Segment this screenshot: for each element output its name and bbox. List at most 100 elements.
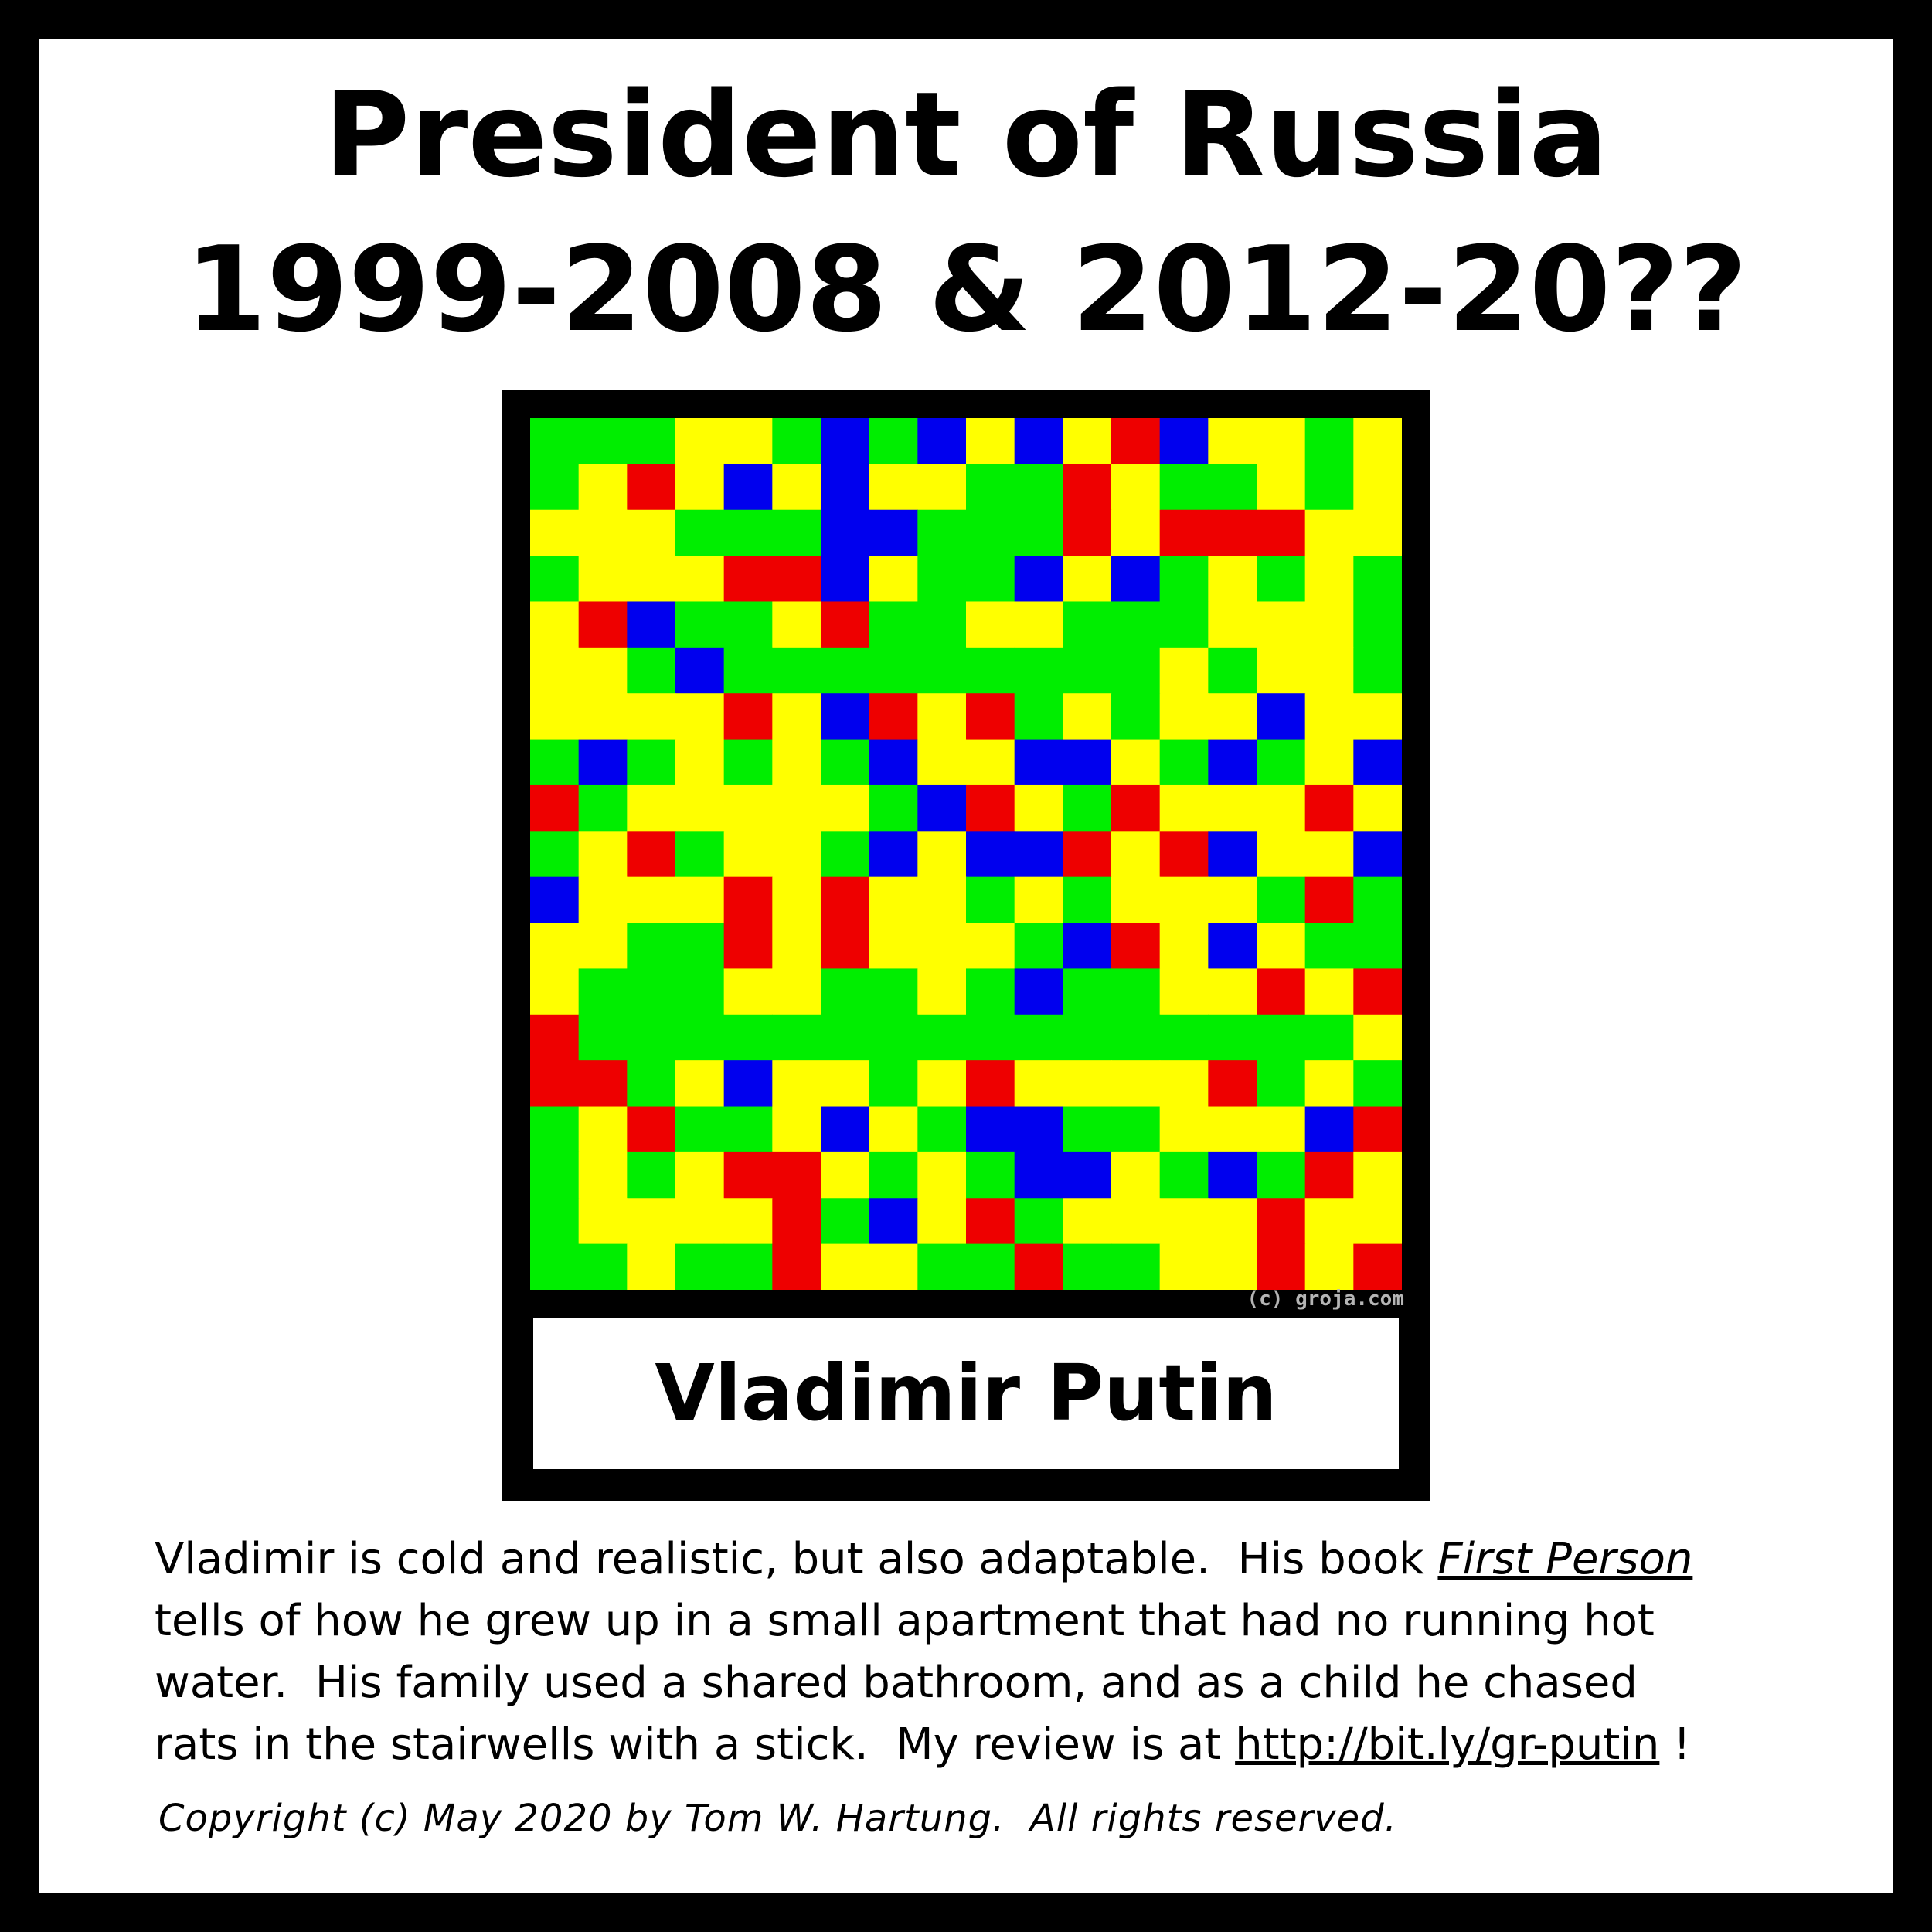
mosaic-cell (1111, 968, 1161, 1015)
description-line-3: water. His family used a shared bathroom… (155, 1658, 1638, 1708)
mosaic-cell (1257, 647, 1306, 694)
mosaic-cell (772, 831, 821, 878)
description-line-2: tells of how he grew up in a small apart… (155, 1596, 1655, 1646)
description-text: rats in the stairwells with a stick. My … (155, 1719, 1236, 1770)
mosaic-cell (821, 464, 870, 511)
mosaic-cell (530, 509, 580, 556)
mosaic-cell (966, 1060, 1015, 1107)
mosaic-cell (675, 1060, 725, 1107)
mosaic-cell (1304, 1106, 1354, 1153)
mosaic-cell (530, 1243, 580, 1290)
mosaic-cell (723, 693, 773, 740)
mosaic-cell (917, 464, 967, 511)
mosaic-cell (578, 464, 628, 511)
mosaic-cell (530, 1198, 580, 1245)
mosaic-cell (869, 1060, 918, 1107)
mosaic-cell (530, 601, 580, 648)
mosaic-cell (1111, 923, 1161, 970)
mosaic-cell (530, 923, 580, 970)
mosaic-cell (1063, 784, 1112, 832)
mosaic-cell (1353, 1060, 1402, 1107)
mosaic-cell (1304, 418, 1354, 464)
mosaic-cell (869, 1151, 918, 1199)
mosaic-cell (1257, 418, 1306, 464)
mosaic-cell (772, 647, 821, 694)
mosaic-cell (1353, 1106, 1402, 1153)
mosaic-cell (1208, 601, 1257, 648)
mosaic-cell (1257, 831, 1306, 878)
mosaic-cell (723, 1014, 773, 1061)
mosaic-cell (821, 831, 870, 878)
mosaic-cell (1257, 601, 1306, 648)
mosaic-cell (1063, 1243, 1112, 1290)
mosaic-cell (772, 1198, 821, 1245)
mosaic-cell (1208, 418, 1257, 464)
mosaic-cell (530, 1014, 580, 1061)
mosaic-cell (530, 784, 580, 832)
mosaic-cell (1304, 464, 1354, 511)
mosaic-cell (1304, 968, 1354, 1015)
mosaic-cell (821, 923, 870, 970)
mosaic-cell (675, 1151, 725, 1199)
mosaic-cell (627, 1014, 676, 1061)
mosaic-cell (675, 923, 725, 970)
mosaic-cell (530, 1060, 580, 1107)
mosaic-cell (578, 876, 628, 923)
mosaic-cell (772, 923, 821, 970)
mosaic-cell (627, 601, 676, 648)
mosaic-cell (1111, 831, 1161, 878)
mosaic-cell (966, 1151, 1015, 1199)
mosaic-cell (772, 464, 821, 511)
mosaic-cell (1111, 509, 1161, 556)
mosaic-cell (917, 923, 967, 970)
mosaic-cell (1111, 693, 1161, 740)
mosaic-cell (1353, 556, 1402, 603)
mosaic-cell (675, 418, 725, 464)
mosaic-cell (1014, 1198, 1063, 1245)
mosaic-cell (966, 739, 1015, 786)
mosaic-cell (1063, 418, 1112, 464)
mosaic-cell (1159, 876, 1209, 923)
mosaic-cell (821, 968, 870, 1015)
mosaic-cell (578, 601, 628, 648)
mosaic-cell (1159, 968, 1209, 1015)
mosaic-cell (723, 1106, 773, 1153)
mosaic-cell (530, 876, 580, 923)
mosaic-cell (1208, 556, 1257, 603)
mosaic-cell (917, 509, 967, 556)
mosaic-cell (1257, 556, 1306, 603)
mosaic-cell (772, 509, 821, 556)
mosaic-cell (1063, 601, 1112, 648)
mosaic-cell (1304, 693, 1354, 740)
mosaic-cell (530, 556, 580, 603)
mosaic-cell (966, 831, 1015, 878)
mosaic-cell (675, 1243, 725, 1290)
mosaic-cell (627, 923, 676, 970)
mosaic-cell (675, 601, 725, 648)
mosaic-cell (578, 739, 628, 786)
mosaic-cell (1208, 876, 1257, 923)
mosaic-cell (1353, 1198, 1402, 1245)
mosaic-cell (1063, 464, 1112, 511)
review-link[interactable]: http://bit.ly/gr-putin (1235, 1719, 1660, 1770)
mosaic-cell (869, 784, 918, 832)
mosaic-cell (1257, 1014, 1306, 1061)
mosaic-cell (1208, 509, 1257, 556)
mosaic-cell (1014, 831, 1063, 878)
mosaic-cell (1159, 1060, 1209, 1107)
mosaic-cell (869, 601, 918, 648)
mosaic-cell (1353, 784, 1402, 832)
mosaic-cell (1111, 464, 1161, 511)
mosaic-cell (1159, 923, 1209, 970)
mosaic-cell (1159, 1243, 1209, 1290)
mosaic-cell (1014, 876, 1063, 923)
mosaic-cell (1304, 923, 1354, 970)
mosaic-cell (723, 876, 773, 923)
mosaic-cell (1063, 739, 1112, 786)
mosaic-cell (1304, 739, 1354, 786)
mosaic-cell (1257, 464, 1306, 511)
mosaic-cell (530, 1151, 580, 1199)
mosaic-cell (578, 418, 628, 464)
mosaic-cell (1304, 1198, 1354, 1245)
mosaic-cell (1257, 1243, 1306, 1290)
